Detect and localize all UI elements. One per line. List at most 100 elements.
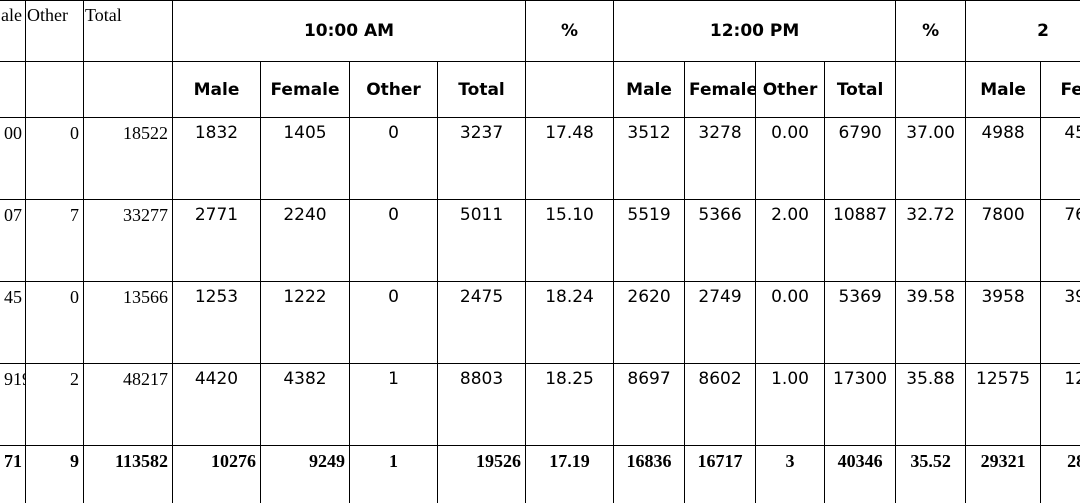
data-row: 00 0 18522 1832 1405 0 3237 17.48 3512 3278 0.00 67… [0,117,1080,200]
data-cell: 1253 [172,281,261,364]
header-cell: Male [172,61,261,118]
data-cell: 07 [0,199,26,282]
data-cell: 5011 [436,199,527,282]
data-cell: 16836 [613,445,686,503]
data-cell: 32.72 [895,199,967,282]
data-cell: 394 [1040,281,1080,364]
data-cell: 0 [25,281,84,364]
data-row: 07 7 33277 2771 2240 0 5011 15.10 5519 5366 2.00 10… [0,199,1080,282]
header-cell: Male [965,61,1042,118]
data-cell: 00 [0,117,26,200]
data-cell: 37.00 [895,117,967,200]
data-cell: 0 [349,281,438,364]
data-cell: 113582 [83,445,173,503]
data-cell: 2240 [260,199,350,282]
header-cell: Fem [1040,61,1080,118]
data-cell: 5519 [613,199,686,282]
header-cell: % [895,0,967,62]
header-cell [895,61,967,118]
header-row: Male Female Other Total Male Female Other Total… [0,61,1080,118]
data-cell: 8697 [613,363,686,446]
data-cell: 2771 [172,199,261,282]
header-row: ale Other Total 10:00 AM% 12:00 PM% 2 [0,0,1080,62]
data-cell: 4988 [965,117,1042,200]
data-cell: 12575 [965,363,1042,446]
data-cell: 4420 [172,363,261,446]
data-row: 919248217442043821880318.25869786021.001… [0,363,1080,446]
data-cell: 48217 [83,363,173,446]
data-cell: 1.00 [755,363,826,446]
data-cell: 0 [349,117,438,200]
data-cell: 0.00 [755,117,826,200]
data-cell: 1405 [260,117,350,200]
header-cell: Other [755,61,826,118]
data-cell: 9 [25,445,84,503]
data-cell: 15.10 [525,199,615,282]
data-cell: 71 [0,445,26,503]
data-cell: 0 [349,199,438,282]
data-cell: 1 [349,445,438,503]
data-cell: 29321 [965,445,1042,503]
data-cell: 10276 [172,445,261,503]
data-cell: 3237 [436,117,527,200]
header-cell: Total [436,61,527,118]
header-cell [0,61,26,118]
data-cell: 35.88 [895,363,967,446]
data-cell: 13566 [83,281,173,364]
data-cell: 919 [0,363,26,446]
data-cell: 0 [25,117,84,200]
data-cell: 18.24 [525,281,615,364]
header-cell [525,61,615,118]
header-cell: Male [613,61,686,118]
data-cell: 1832 [172,117,261,200]
data-cell: 2749 [684,281,757,364]
data-cell: 7 [25,199,84,282]
header-cell: Other [349,61,438,118]
data-cell: 5369 [824,281,897,364]
header-cell: Total [824,61,897,118]
data-cell: 7800 [965,199,1042,282]
data-cell: 2620 [613,281,686,364]
data-cell: 8602 [684,363,757,446]
header-cell: Other [25,0,84,62]
data-cell: 18522 [83,117,173,200]
data-cell: 8803 [436,363,527,446]
header-cell: Female [260,61,350,118]
data-cell: 17300 [824,363,897,446]
data-cell: 3 [755,445,826,503]
header-cell: ale [0,0,26,62]
header-cell: % [525,0,615,62]
header-cell: 10:00 AM [171,0,527,62]
header-cell: Total [83,0,173,62]
header-cell: Female [684,61,757,118]
total-row: 71 9 113582 10276 9249 1 19526 17.19 16836 16717 3… [0,445,1080,503]
data-row: 45 0 13566 1253 1222 0 2475 18.24 2620 2749 0.00 53… [0,281,1080,364]
data-cell: 18.25 [525,363,615,446]
data-cell: 39.58 [895,281,967,364]
data-cell: 17.19 [525,445,615,503]
data-cell: 4382 [260,363,350,446]
data-cell: 286 [1040,445,1080,503]
data-cell: 2475 [436,281,527,364]
data-cell: 3278 [684,117,757,200]
data-cell: 124 [1040,363,1080,446]
data-cell: 5366 [684,199,757,282]
data-cell: 6790 [824,117,897,200]
header-cell: 12:00 PM [613,0,897,62]
data-cell: 19526 [436,445,527,503]
data-cell: 45 [0,281,26,364]
data-cell: 2 [25,363,84,446]
data-cell: 763 [1040,199,1080,282]
data-cell: 457 [1040,117,1080,200]
data-cell: 9249 [260,445,350,503]
data-cell: 35.52 [895,445,967,503]
data-cell: 40346 [824,445,897,503]
data-cell: 2.00 [755,199,826,282]
data-cell: 1 [349,363,438,446]
data-cell: 17.48 [525,117,615,200]
header-cell [83,61,173,118]
data-cell: 1222 [260,281,350,364]
